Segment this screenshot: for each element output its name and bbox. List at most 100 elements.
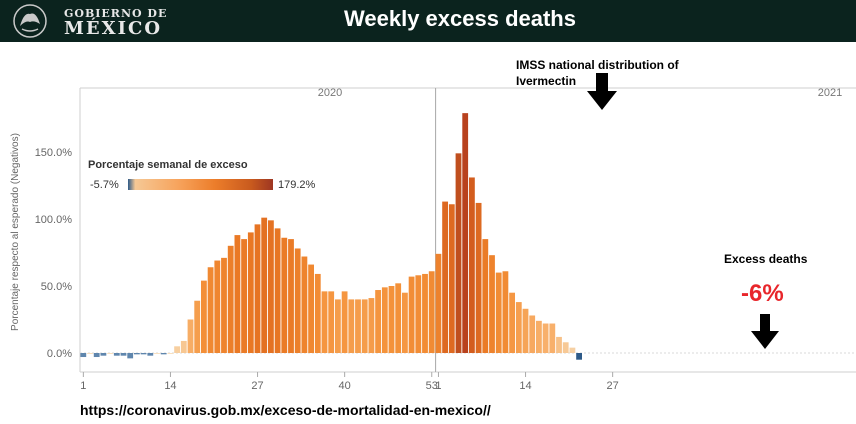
- bar-week-3-2020: [93, 353, 100, 358]
- bar-week-43-2020: [361, 299, 368, 353]
- bar-week-5-2020: [107, 353, 113, 354]
- bar-week-17-2021: [542, 323, 549, 353]
- bar-week-50-2020: [408, 276, 415, 353]
- bar-week-34-2020: [301, 256, 308, 353]
- bar-week-52-2020: [422, 273, 428, 353]
- y-axis-title: Porcentaje respecto al esperado (Negativ…: [10, 133, 21, 331]
- bar-week-1-2021: [435, 253, 442, 353]
- bar-week-20-2020: [207, 267, 214, 353]
- bar-week-10-2021: [495, 272, 502, 353]
- bar-week-2-2020: [87, 353, 93, 354]
- bar-week-3-2021: [448, 204, 455, 353]
- ivermectin-annotation-line1: IMSS national distribution of: [516, 58, 679, 72]
- y-tick-label: 150.0%: [35, 147, 73, 159]
- y-tick-label: 100.0%: [35, 214, 73, 226]
- y-tick-label: 50.0%: [41, 281, 72, 293]
- bar-week-22-2020: [221, 257, 227, 353]
- bar-week-21-2020: [214, 260, 221, 353]
- bar-week-21-2021: [569, 347, 576, 353]
- bar-week-6-2021: [469, 177, 475, 353]
- bar-week-30-2020: [274, 228, 281, 353]
- bar-week-6-2020: [113, 353, 120, 356]
- x-tick-label: 14: [519, 380, 531, 392]
- legend-min-label: -5.7%: [90, 179, 119, 191]
- excess-arrow-icon: [751, 314, 779, 349]
- bar-week-9-2020: [134, 353, 140, 355]
- x-tick-label: 14: [164, 380, 176, 392]
- bar-week-53-2020: [428, 271, 435, 353]
- excess-deaths-value: -6%: [741, 280, 784, 307]
- bar-week-8-2021: [482, 239, 489, 353]
- x-tick-label: 40: [339, 380, 351, 392]
- year-label-2020: 2020: [318, 87, 342, 99]
- x-tick-label: 1: [80, 380, 86, 392]
- bar-week-25-2020: [241, 239, 247, 353]
- page-title: Weekly excess deaths: [344, 6, 576, 31]
- bar-week-15-2020: [174, 346, 180, 353]
- bar-week-41-2020: [348, 299, 355, 353]
- bar-week-9-2021: [489, 255, 495, 353]
- ivermectin-annotation: IMSS national distribution of Ivermectin: [516, 57, 716, 89]
- x-tick-label: 27: [251, 380, 263, 392]
- bar-week-36-2020: [314, 273, 321, 353]
- gobierno-logo: GOBIERNO DE MÉXICO: [8, 2, 173, 40]
- bar-week-16-2020: [180, 340, 187, 353]
- bar-week-13-2021: [515, 302, 522, 353]
- y-tick-label: 0.0%: [47, 348, 72, 360]
- bar-week-11-2021: [502, 271, 509, 353]
- x-tick-label: 53: [426, 380, 438, 392]
- legend-title: Porcentaje semanal de exceso: [88, 159, 248, 171]
- bar-week-23-2020: [227, 245, 234, 353]
- bar-week-44-2020: [368, 298, 375, 353]
- bar-week-12-2021: [509, 292, 515, 353]
- bar-week-2-2021: [442, 201, 448, 353]
- bar-week-39-2020: [335, 299, 341, 353]
- ivermectin-annotation-line2: Ivermectin: [516, 74, 577, 88]
- bar-week-17-2020: [187, 319, 194, 353]
- bar-week-45-2020: [375, 290, 381, 353]
- bar-week-8-2020: [127, 353, 134, 359]
- bar-week-51-2020: [415, 275, 422, 353]
- bar-week-27-2020: [254, 224, 261, 353]
- bar-week-4-2021: [455, 153, 462, 353]
- x-tick-label: 27: [607, 380, 619, 392]
- bar-week-18-2020: [194, 300, 201, 353]
- bar-week-5-2021: [462, 113, 469, 353]
- bar-week-42-2020: [355, 299, 361, 353]
- bar-week-14-2020: [167, 353, 174, 354]
- bar-week-1-2020: [80, 353, 87, 358]
- logo-line2: MÉXICO: [64, 18, 163, 39]
- bar-week-32-2020: [288, 239, 294, 353]
- logo-line1: GOBIERNO DE: [64, 7, 168, 20]
- bar-week-4-2020: [100, 353, 107, 356]
- excess-deaths-annotation: Excess deaths: [724, 252, 808, 266]
- bar-week-10-2020: [140, 353, 147, 355]
- source-url: https://coronavirus.gob.mx/exceso-de-mor…: [80, 402, 491, 418]
- ivermectin-arrow-icon: [587, 73, 617, 110]
- bar-week-35-2020: [308, 264, 314, 353]
- bar-week-38-2020: [328, 291, 335, 353]
- bar-week-19-2021: [556, 336, 562, 353]
- x-tick-label: 1: [435, 380, 441, 392]
- bar-week-16-2021: [536, 320, 542, 353]
- bar-week-20-2021: [562, 342, 569, 353]
- legend-color-scale: [128, 179, 273, 190]
- bar-week-24-2020: [234, 235, 241, 353]
- bar-week-19-2020: [201, 280, 207, 353]
- bar-week-40-2020: [341, 291, 348, 353]
- bar-week-37-2020: [321, 291, 328, 353]
- bar-week-12-2020: [154, 353, 160, 354]
- bar-week-28-2020: [261, 217, 268, 353]
- eagle-seal-icon: [13, 4, 47, 38]
- bar-week-7-2020: [120, 353, 127, 356]
- bar-week-18-2021: [549, 323, 556, 353]
- bar-week-11-2020: [147, 353, 154, 356]
- bar-week-49-2020: [402, 292, 408, 353]
- bar-week-15-2021: [529, 315, 536, 353]
- bar-week-29-2020: [268, 220, 274, 353]
- bar-week-33-2020: [294, 248, 301, 353]
- bar-week-26-2020: [247, 232, 254, 353]
- bar-week-7-2021: [475, 202, 482, 353]
- bar-week-47-2020: [388, 286, 395, 353]
